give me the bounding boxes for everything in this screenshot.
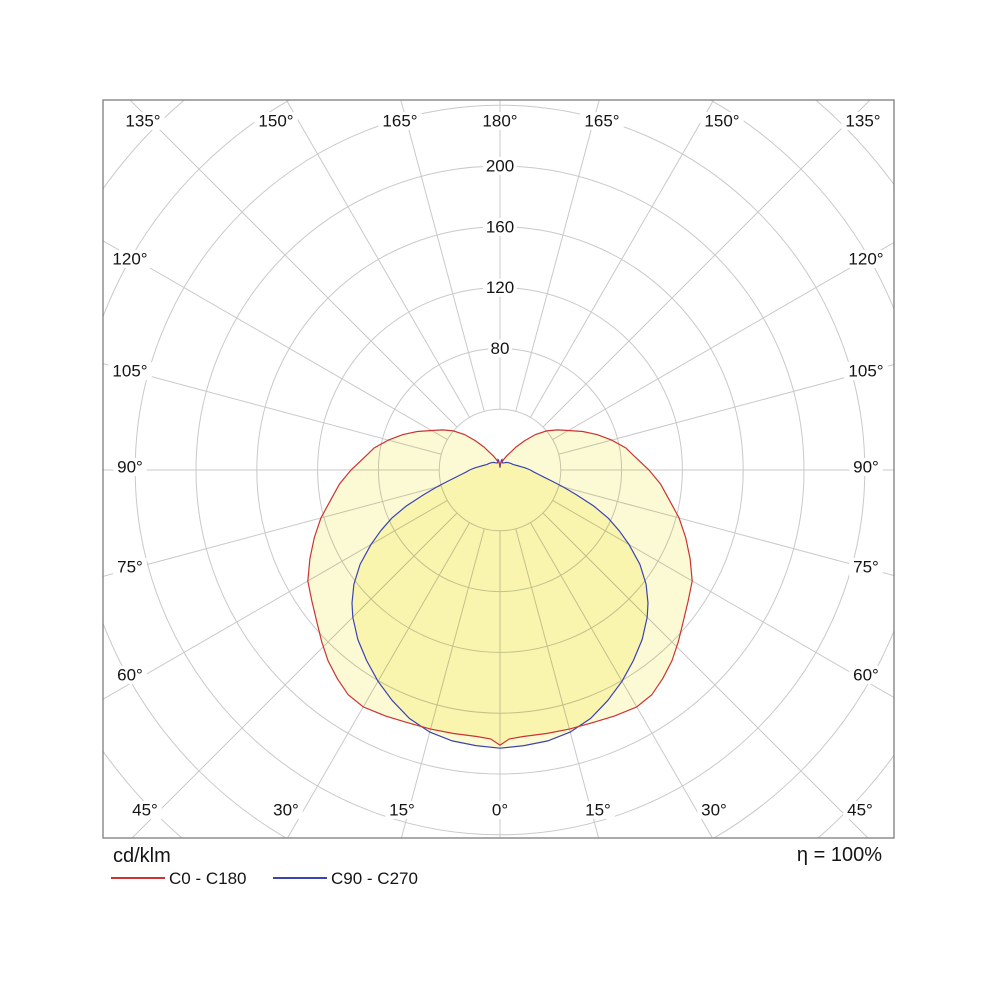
legend-label-c0-c180: C0 - C180 [169, 869, 247, 888]
angle-label-bottom-1-chip [269, 801, 303, 819]
angle-label-bottom-3: 0° [492, 801, 508, 820]
radial-label-160-chip [483, 217, 517, 236]
angle-label-top-3-chip [478, 112, 522, 130]
radial-label-160: 160 [486, 217, 514, 236]
radial-label-120: 120 [486, 278, 514, 297]
angle-label-right-0-chip [844, 250, 888, 268]
angle-label-bottom-6: 45° [847, 801, 873, 820]
c90-c270-curve [351, 458, 649, 749]
angle-label-top-0: 135° [125, 112, 160, 131]
angle-label-left-2: 90° [117, 458, 143, 477]
angle-label-top-4-chip [580, 112, 624, 130]
grid-ray-210 [285, 100, 471, 418]
angle-label-top-3: 180° [482, 112, 517, 131]
radial-label-200-chip [483, 157, 517, 175]
radial-label-200: 200 [486, 157, 514, 176]
angle-label-right-0: 120° [848, 250, 883, 269]
angle-label-top-2-chip [378, 112, 422, 130]
angle-label-left-2-chip [113, 458, 147, 476]
grid-ray-255 [103, 363, 442, 455]
grid-ray-195 [400, 100, 485, 412]
angle-label-bottom-2-chip [385, 801, 419, 819]
angle-label-bottom-6-chip [843, 801, 877, 819]
legend-label-c90-c270: C90 - C270 [331, 869, 418, 888]
angle-label-right-3-chip [849, 558, 883, 576]
grid-ray-105 [558, 363, 894, 455]
angle-label-bottom-4: 15° [585, 801, 611, 820]
grid-ray-240 [103, 240, 448, 441]
grid-ray-120 [552, 241, 894, 441]
angle-label-right-4-chip [849, 666, 883, 684]
angle-label-left-1: 105° [112, 362, 147, 381]
efficiency-label: η = 100% [796, 844, 882, 866]
unit-label: cd/klm [113, 845, 171, 867]
angle-label-right-2-chip [849, 458, 883, 476]
angle-label-right-1-chip [844, 362, 888, 380]
chart-frame [102, 99, 895, 839]
angle-label-top-2: 165° [382, 112, 417, 131]
angle-label-bottom-2: 15° [389, 801, 415, 820]
grid-ray-165 [515, 100, 600, 412]
grid-ray-150 [529, 100, 715, 418]
angle-label-top-0-chip [121, 112, 165, 130]
angle-label-bottom-4-chip [581, 801, 615, 819]
angle-label-left-4-chip [113, 666, 147, 684]
angle-label-bottom-3-chip [488, 801, 512, 819]
angle-label-top-6-chip [841, 112, 885, 130]
grid-ray-225 [129, 100, 458, 428]
angle-label-right-3: 75° [853, 558, 879, 577]
angle-label-left-4: 60° [117, 666, 143, 685]
legend-line-c0-c180 [111, 877, 165, 879]
angle-label-left-0: 120° [112, 250, 147, 269]
angle-label-top-5-chip [700, 112, 744, 130]
angle-label-left-1-chip [108, 362, 152, 380]
angle-label-right-4: 60° [853, 666, 879, 685]
angle-label-bottom-5-chip [697, 801, 731, 819]
angle-label-right-1: 105° [848, 362, 883, 381]
radial-label-80: 80 [491, 339, 510, 358]
angle-label-top-4: 165° [584, 112, 619, 131]
grid-ray-135 [542, 100, 871, 428]
angle-label-left-3: 75° [117, 558, 143, 577]
angle-label-bottom-0-chip [128, 801, 162, 819]
radial-label-120-chip [483, 278, 517, 297]
legend-line-c90-c270 [273, 877, 327, 879]
c0-c180-curve [307, 429, 693, 746]
angle-label-bottom-5: 30° [701, 801, 727, 820]
angle-label-bottom-0: 45° [132, 801, 158, 820]
angle-label-left-0-chip [108, 250, 152, 268]
angle-label-left-3-chip [113, 558, 147, 576]
c90-c270-fill [352, 459, 648, 749]
angle-label-right-2: 90° [853, 458, 879, 477]
angle-label-top-1-chip [254, 112, 298, 130]
radial-label-80-chip [488, 339, 512, 358]
angle-label-bottom-1: 30° [273, 801, 299, 820]
angle-label-top-6: 135° [845, 112, 880, 131]
angle-label-top-5: 150° [704, 112, 739, 131]
angle-label-top-1: 150° [258, 112, 293, 131]
